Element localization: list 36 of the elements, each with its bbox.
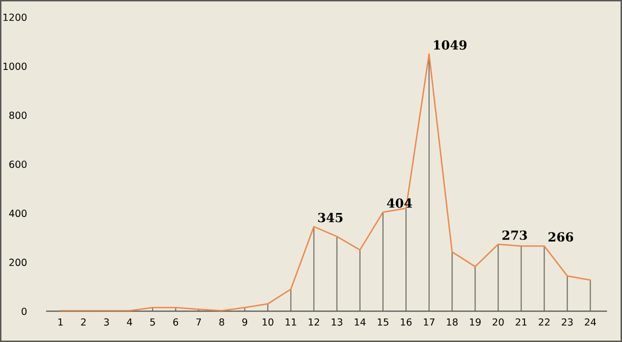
x-tick-label: 9	[242, 318, 248, 326]
line-series	[60, 53, 592, 312]
x-tick-label: 15	[378, 318, 388, 326]
x-tick-label: 4	[126, 318, 132, 326]
x-tick-label: 10	[262, 318, 274, 326]
y-tick-label: 600	[9, 160, 27, 168]
x-tick-label: 17	[424, 318, 434, 326]
x-tick-label: 1	[58, 318, 63, 326]
x-tick-label: 16	[400, 318, 412, 326]
data-label: 273	[502, 230, 527, 240]
x-tick-label: 14	[354, 318, 366, 326]
x-tick-label: 5	[150, 318, 155, 326]
x-tick-label: 13	[332, 318, 342, 326]
y-tick-label: 400	[9, 210, 27, 218]
data-label: 345	[318, 212, 342, 222]
data-label: 1049	[434, 40, 467, 50]
x-tick-label: 7	[196, 318, 201, 326]
x-tick-label: 24	[584, 318, 596, 326]
x-tick-label: 22	[538, 318, 550, 326]
x-tick-label: 2	[81, 318, 86, 326]
y-tick-label: 0	[22, 308, 27, 316]
y-tick-label: 800	[9, 112, 27, 119]
x-tick-label: 8	[219, 318, 224, 326]
x-tick-label: 3	[104, 318, 109, 326]
x-tick-label: 12	[308, 318, 320, 326]
x-tick-label: 21	[516, 318, 526, 326]
y-tick-label: 1000	[4, 62, 27, 70]
y-tick-label: 1200	[4, 14, 27, 21]
x-tick-label: 23	[562, 318, 573, 326]
x-tick-label: 18	[446, 318, 458, 326]
x-tick-label: 20	[492, 318, 504, 326]
x-tick-label: 19	[470, 318, 481, 326]
x-tick-label: 6	[173, 318, 178, 326]
data-label: 266	[548, 232, 574, 242]
y-tick-label: 200	[9, 258, 27, 266]
x-tick-label: 11	[286, 318, 296, 326]
